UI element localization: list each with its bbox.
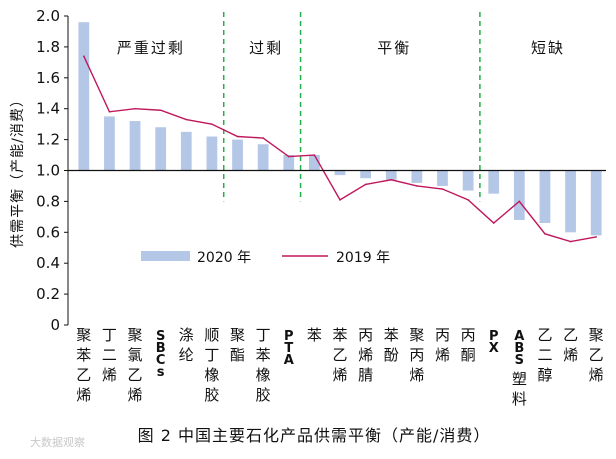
watermark: 大数据观察 xyxy=(30,435,85,449)
figure-caption: 图 2 中国主要石化产品供需平衡（产能/消费） xyxy=(138,426,491,445)
category-label-21: 聚乙烯 xyxy=(589,326,604,384)
line-point-6 xyxy=(211,123,213,125)
line-point-4 xyxy=(159,109,162,112)
bar-19 xyxy=(539,170,551,224)
bar-4 xyxy=(155,127,167,171)
line-point-3 xyxy=(134,107,136,110)
line-point-15 xyxy=(441,188,444,190)
bar-15 xyxy=(437,170,448,186)
line-point-10 xyxy=(313,154,316,156)
line-point-2 xyxy=(108,110,111,113)
line-point-16 xyxy=(467,199,469,201)
category-label-7: 聚酯 xyxy=(230,326,245,364)
line-point-17 xyxy=(492,222,495,224)
bar-6 xyxy=(206,136,218,171)
line-point-8 xyxy=(262,137,264,139)
category-label-11: 苯乙烯 xyxy=(332,326,347,384)
y-tick-label-6: 1.2 xyxy=(36,131,60,149)
line-point-21 xyxy=(595,236,597,238)
bar-10 xyxy=(309,155,320,171)
bar-21 xyxy=(590,170,602,236)
y-tick-label-4: 0.8 xyxy=(36,192,60,210)
category-label-2: 丁二烯 xyxy=(102,326,117,384)
y-tick-label-9: 1.8 xyxy=(36,38,60,56)
category-label-19: 乙二醇 xyxy=(537,326,552,384)
bar-5 xyxy=(180,131,192,171)
y-tick-label-2: 0.4 xyxy=(36,254,60,272)
y-axis-label: 供需平衡（产能/消费） xyxy=(10,92,26,248)
line-point-12 xyxy=(364,183,367,186)
bar-3 xyxy=(129,121,141,171)
bar-9 xyxy=(283,155,295,171)
zone-label-3: 平衡 xyxy=(377,39,411,57)
axes-layer: 0 0.2 0.4 0.6 0.8 1.0 1.2 1.4 1.6 1.8 2.0 xyxy=(36,7,606,334)
line-point-18 xyxy=(518,200,521,203)
bar-20 xyxy=(565,170,576,233)
bar-18 xyxy=(513,170,525,220)
y-tick-label-1: 0.2 xyxy=(36,285,60,303)
y-tick-label-0: 0 xyxy=(50,316,60,334)
category-label-8: 丁苯橡胶 xyxy=(256,326,271,404)
category-label-5: 涤纶 xyxy=(179,326,194,364)
line-point-13 xyxy=(390,178,393,181)
zone-label-4: 短缺 xyxy=(531,39,565,57)
category-label-12: 丙烯腈 xyxy=(358,326,373,384)
legend: 2020 年 2019 年 xyxy=(141,250,390,266)
category-label-14: 聚丙烯 xyxy=(409,326,424,384)
category-label-1: 聚苯乙烯 xyxy=(76,326,91,404)
y-tick-label-5: 1.0 xyxy=(36,162,60,180)
bar-2 xyxy=(104,116,115,171)
category-label-15: 丙烯 xyxy=(435,326,450,364)
bar-7 xyxy=(232,139,243,171)
bar-14 xyxy=(411,170,423,183)
category-label-3: 聚氯乙烯 xyxy=(128,326,143,404)
category-label-6: 顺丁橡胶 xyxy=(204,326,219,404)
line-point-11 xyxy=(339,199,341,201)
legend-line-label: 2019 年 xyxy=(336,250,390,266)
y-tick-label-10: 2.0 xyxy=(36,7,60,25)
bar-17 xyxy=(488,170,500,194)
bar-11 xyxy=(334,170,346,176)
line-point-9 xyxy=(287,155,290,158)
legend-bar-label: 2020 年 xyxy=(197,250,251,266)
y-tick-label-3: 0.6 xyxy=(36,223,60,241)
category-label-16: 丙酮 xyxy=(461,326,476,364)
bar-8 xyxy=(257,144,269,171)
line-point-20 xyxy=(569,240,572,243)
bar-13 xyxy=(385,170,397,180)
bar-16 xyxy=(462,170,474,191)
line-layer xyxy=(83,55,597,243)
bars-layer xyxy=(78,22,602,236)
zone-label-2: 过剩 xyxy=(249,39,283,57)
line-point-1 xyxy=(83,55,85,57)
line-point-19 xyxy=(544,233,546,235)
legend-bar-swatch xyxy=(141,251,190,261)
category-label-10: 苯 xyxy=(307,326,322,344)
category-label-18: A B S 塑料 xyxy=(512,329,527,408)
line-point-14 xyxy=(416,185,418,187)
y-tick-label-8: 1.6 xyxy=(36,69,60,87)
zones-layer: 严重过剩 过剩 平衡 短缺 xyxy=(117,12,565,202)
bar-1 xyxy=(78,22,90,171)
line-point-7 xyxy=(236,135,239,138)
line-point-5 xyxy=(185,118,188,121)
category-label-13: 苯酚 xyxy=(384,326,399,364)
zone-label-1: 严重过剩 xyxy=(117,39,185,57)
category-label-20: 乙烯 xyxy=(563,326,578,364)
y-tick-label-7: 1.4 xyxy=(36,100,60,118)
bar-12 xyxy=(360,170,371,179)
